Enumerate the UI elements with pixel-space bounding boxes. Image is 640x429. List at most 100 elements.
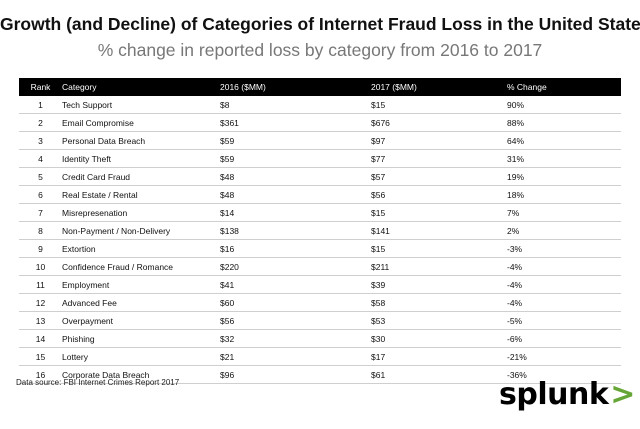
rank-cell: 5	[19, 167, 62, 186]
rank-cell: 10	[19, 257, 62, 276]
loss-2016-cell: $21	[220, 347, 371, 366]
column-header-change: % Change	[507, 78, 621, 96]
category-cell: Real Estate / Rental	[62, 185, 220, 204]
loss-2017-cell: $15	[371, 239, 507, 258]
loss-2016-cell: $361	[220, 113, 371, 132]
loss-2016-cell: $60	[220, 293, 371, 312]
loss-2017-cell: $15	[371, 96, 507, 114]
rank-cell: 4	[19, 149, 62, 168]
percent-change-cell: 2%	[507, 221, 621, 240]
loss-2017-cell: $77	[371, 149, 507, 168]
chart-title: Growth (and Decline) of Categories of In…	[0, 14, 640, 34]
column-header-2017: 2017 ($MM)	[371, 78, 507, 96]
table-row: 15 Lottery $21 $17 -21%	[19, 347, 621, 366]
table-row: 5 Credit Card Fraud $48 $57 19%	[19, 167, 621, 186]
loss-2016-cell: $48	[220, 185, 371, 204]
loss-2017-cell: $211	[371, 257, 507, 276]
category-cell: Lottery	[62, 347, 220, 366]
percent-change-cell: 7%	[507, 203, 621, 222]
logo-chevron-icon: >	[610, 377, 635, 412]
category-cell: Non-Payment / Non-Delivery	[62, 221, 220, 240]
table-row: 2 Email Compromise $361 $676 88%	[19, 113, 621, 132]
loss-2016-cell: $59	[220, 131, 371, 150]
percent-change-cell: -21%	[507, 347, 621, 366]
rank-cell: 3	[19, 131, 62, 150]
loss-2016-cell: $56	[220, 311, 371, 330]
category-cell: Advanced Fee	[62, 293, 220, 312]
percent-change-cell: 64%	[507, 131, 621, 150]
category-cell: Confidence Fraud / Romance	[62, 257, 220, 276]
loss-2017-cell: $39	[371, 275, 507, 294]
table-row: 4 Identity Theft $59 $77 31%	[19, 149, 621, 168]
percent-change-cell: 18%	[507, 185, 621, 204]
category-cell: Email Compromise	[62, 113, 220, 132]
category-cell: Corporate Data Breach	[62, 365, 220, 384]
table-row: 11 Employment $41 $39 -4%	[19, 275, 621, 294]
fraud-table: Rank Category 2016 ($MM) 2017 ($MM) % Ch…	[19, 78, 621, 384]
rank-cell: 8	[19, 221, 62, 240]
percent-change-cell: 19%	[507, 167, 621, 186]
percent-change-cell: 90%	[507, 96, 621, 114]
percent-change-cell: -4%	[507, 275, 621, 294]
category-cell: Misrepresenation	[62, 203, 220, 222]
loss-2017-cell: $141	[371, 221, 507, 240]
loss-2016-cell: $32	[220, 329, 371, 348]
table-row: 3 Personal Data Breach $59 $97 64%	[19, 131, 621, 150]
table-row: 8 Non-Payment / Non-Delivery $138 $141 2%	[19, 221, 621, 240]
rank-cell: 15	[19, 347, 62, 366]
loss-2017-cell: $56	[371, 185, 507, 204]
splunk-logo: splunk>	[499, 377, 635, 412]
loss-2016-cell: $16	[220, 239, 371, 258]
percent-change-cell: 31%	[507, 149, 621, 168]
loss-2016-cell: $8	[220, 96, 371, 114]
percent-change-cell: 88%	[507, 113, 621, 132]
category-cell: Employment	[62, 275, 220, 294]
rank-cell: 9	[19, 239, 62, 258]
loss-2016-cell: $138	[220, 221, 371, 240]
rank-cell: 13	[19, 311, 62, 330]
percent-change-cell: -6%	[507, 329, 621, 348]
loss-2017-cell: $61	[371, 365, 507, 384]
percent-change-cell: -3%	[507, 239, 621, 258]
rank-cell: 2	[19, 113, 62, 132]
percent-change-cell: -4%	[507, 257, 621, 276]
loss-2017-cell: $53	[371, 311, 507, 330]
rank-cell: 1	[19, 96, 62, 114]
percent-change-cell: -5%	[507, 311, 621, 330]
category-cell: Tech Support	[62, 96, 220, 114]
rank-cell: 16	[19, 365, 62, 384]
table-body: 1 Tech Support $8 $15 90% 2 Email Compromise $3…	[19, 96, 621, 384]
rank-cell: 6	[19, 185, 62, 204]
category-cell: Phishing	[62, 329, 220, 348]
table-row: 6 Real Estate / Rental $48 $56 18%	[19, 185, 621, 204]
logo-wordmark: splunk	[499, 377, 609, 412]
table-row: 12 Advanced Fee $60 $58 -4%	[19, 293, 621, 312]
data-source-note: Data source: FBI Internet Crimes Report …	[16, 378, 180, 387]
loss-2016-cell: $41	[220, 275, 371, 294]
chart-subtitle: % change in reported loss by category fr…	[97, 40, 543, 60]
table-header-row: Rank Category 2016 ($MM) 2017 ($MM) % Ch…	[19, 78, 621, 96]
loss-2016-cell: $48	[220, 167, 371, 186]
column-header-rank: Rank	[19, 78, 62, 96]
loss-2017-cell: $17	[371, 347, 507, 366]
column-header-category: Category	[62, 78, 220, 96]
rank-cell: 12	[19, 293, 62, 312]
loss-2017-cell: $15	[371, 203, 507, 222]
percent-change-cell: -4%	[507, 293, 621, 312]
loss-2016-cell: $220	[220, 257, 371, 276]
loss-2017-cell: $58	[371, 293, 507, 312]
table-row: 7 Misrepresenation $14 $15 7%	[19, 203, 621, 222]
table-row: 13 Overpayment $56 $53 -5%	[19, 311, 621, 330]
loss-2017-cell: $676	[371, 113, 507, 132]
loss-2016-cell: $59	[220, 149, 371, 168]
loss-2016-cell: $14	[220, 203, 371, 222]
percent-change-cell: -36%	[507, 365, 621, 384]
table-row: 1 Tech Support $8 $15 90%	[19, 96, 621, 114]
table-row: 10 Confidence Fraud / Romance $220 $211 -4%	[19, 257, 621, 276]
category-cell: Personal Data Breach	[62, 131, 220, 150]
category-cell: Identity Theft	[62, 149, 220, 168]
rank-cell: 7	[19, 203, 62, 222]
loss-2017-cell: $57	[371, 167, 507, 186]
category-cell: Extortion	[62, 239, 220, 258]
table-row: 16 Corporate Data Breach $96 $61 -36%	[19, 365, 621, 384]
